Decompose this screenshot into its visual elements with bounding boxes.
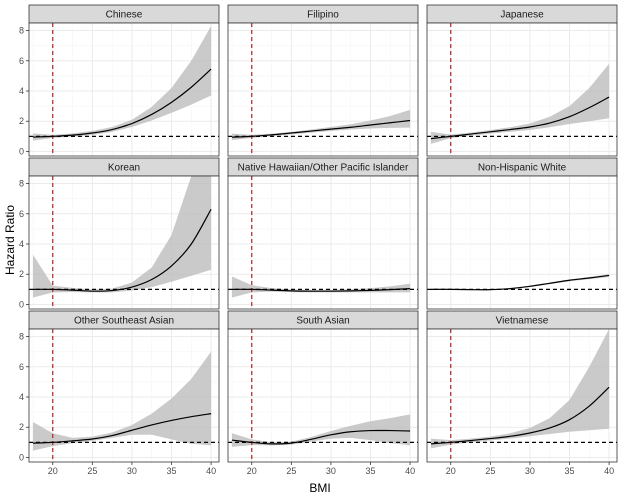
y-tick-label: 2 <box>19 269 24 279</box>
plot-content-chinese <box>29 23 219 156</box>
x-tick-label: 25 <box>485 466 495 476</box>
y-tick-label: 4 <box>19 239 24 249</box>
panel-japanese: Japanese <box>426 4 618 157</box>
x-axis-title: BMI <box>309 481 330 495</box>
y-tick-label: 2 <box>19 116 24 126</box>
confidence-band-south-asian <box>231 414 411 447</box>
confidence-band-japanese <box>430 63 610 144</box>
plot-content-non-hispanic-white <box>427 176 617 309</box>
y-axis-title: Hazard Ratio <box>3 205 17 275</box>
panel-border-other-southeast-asian <box>28 328 220 463</box>
plot-content-other-southeast-asian <box>29 329 219 462</box>
x-tick-label: 20 <box>247 466 257 476</box>
plot-area-filipino <box>228 23 418 156</box>
panel-chinese: Chinese 0 2 4 6 8 <box>19 4 220 157</box>
strip-title-vietnamese: Vietnamese <box>496 316 549 327</box>
hazard-curve-south-asian <box>231 429 411 445</box>
plot-content-filipino <box>228 23 418 156</box>
y-tick-label: 8 <box>19 332 24 342</box>
panel-border-filipino <box>227 22 419 157</box>
y-tick-label: 0 <box>19 146 24 156</box>
confidence-band-korean <box>32 176 212 298</box>
x-tick-label: 30 <box>127 466 137 476</box>
hazard-curve-other-southeast-asian <box>32 413 212 444</box>
strip-title-other-southeast-asian: Other Southeast Asian <box>74 316 174 327</box>
plot-content-vietnamese <box>427 329 617 462</box>
y-tick-label: 4 <box>19 392 24 402</box>
panel-korean: Korean 0 2 4 6 8 <box>19 157 220 310</box>
hazard-curve-filipino <box>231 119 411 138</box>
x-tick-label: 20 <box>446 466 456 476</box>
x-tick-label: 25 <box>286 466 296 476</box>
hazard-curve-korean <box>32 208 212 292</box>
x-tick-label: 40 <box>604 466 614 476</box>
strip-title-korean: Korean <box>108 163 140 174</box>
x-tick-label: 40 <box>206 466 216 476</box>
strip-title-chinese: Chinese <box>106 10 143 21</box>
panel-vietnamese: Vietnamese 20 25 30 35 40 <box>426 310 618 476</box>
panel-non-hispanic-white: Non-Hispanic White <box>426 157 618 310</box>
panels-layer: Chinese 0 2 4 6 8 Filipino Japanese Korean 0 2 4 6 8 N… <box>19 4 618 476</box>
panel-border-south-asian <box>227 328 419 463</box>
y-tick-label: 4 <box>19 86 24 96</box>
x-tick-label: 35 <box>564 466 574 476</box>
y-tick-label: 6 <box>19 362 24 372</box>
panel-border-non-hispanic-white <box>426 175 618 310</box>
panel-border-korean <box>28 175 220 310</box>
plot-content-japanese <box>427 23 617 156</box>
hazard-curve-japanese <box>430 96 610 140</box>
strip-title-native-hawaiian-other-pacific-islander: Native Hawaiian/Other Pacific Islander <box>238 163 409 174</box>
hazard-curve-chinese <box>32 68 212 138</box>
x-tick-label: 25 <box>87 466 97 476</box>
panel-other-southeast-asian: Other Southeast Asian 0 2 4 6 8 20 25 30 35 40 <box>19 310 220 476</box>
confidence-band-native-hawaiian-other-pacific-islander <box>231 276 411 298</box>
confidence-band-chinese <box>32 26 212 141</box>
plot-content-korean <box>29 176 219 309</box>
plot-content-native-hawaiian-other-pacific-islander <box>228 176 418 309</box>
panel-border-vietnamese <box>426 328 618 463</box>
x-tick-label: 30 <box>525 466 535 476</box>
panel-filipino: Filipino <box>227 4 419 157</box>
x-tick-label: 30 <box>326 466 336 476</box>
panel-native-hawaiian-other-pacific-islander: Native Hawaiian/Other Pacific Islander <box>227 157 419 310</box>
strip-title-south-asian: South Asian <box>296 316 349 327</box>
x-tick-label: 40 <box>405 466 415 476</box>
y-tick-label: 6 <box>19 56 24 66</box>
y-tick-label: 6 <box>19 209 24 219</box>
y-tick-label: 8 <box>19 179 24 189</box>
y-tick-label: 8 <box>19 26 24 36</box>
panel-south-asian: South Asian 20 25 30 35 40 <box>227 310 419 476</box>
plot-content-south-asian <box>228 329 418 462</box>
strip-title-japanese: Japanese <box>500 10 544 21</box>
y-tick-label: 0 <box>19 299 24 309</box>
panel-border-chinese <box>28 22 220 157</box>
x-tick-label: 20 <box>48 466 58 476</box>
confidence-band-other-southeast-asian <box>32 351 212 451</box>
confidence-band-vietnamese <box>430 329 610 449</box>
hazard-curve-native-hawaiian-other-pacific-islander <box>231 288 411 292</box>
x-tick-label: 35 <box>365 466 375 476</box>
strip-title-non-hispanic-white: Non-Hispanic White <box>478 163 567 174</box>
panel-border-japanese <box>426 22 618 157</box>
y-tick-label: 2 <box>19 422 24 432</box>
strip-title-filipino: Filipino <box>307 10 339 21</box>
hazard-curve-vietnamese <box>430 386 610 445</box>
x-tick-label: 35 <box>166 466 176 476</box>
hazard-curve-non-hispanic-white <box>430 274 610 291</box>
panel-border-native-hawaiian-other-pacific-islander <box>227 175 419 310</box>
y-tick-label: 0 <box>19 452 24 462</box>
